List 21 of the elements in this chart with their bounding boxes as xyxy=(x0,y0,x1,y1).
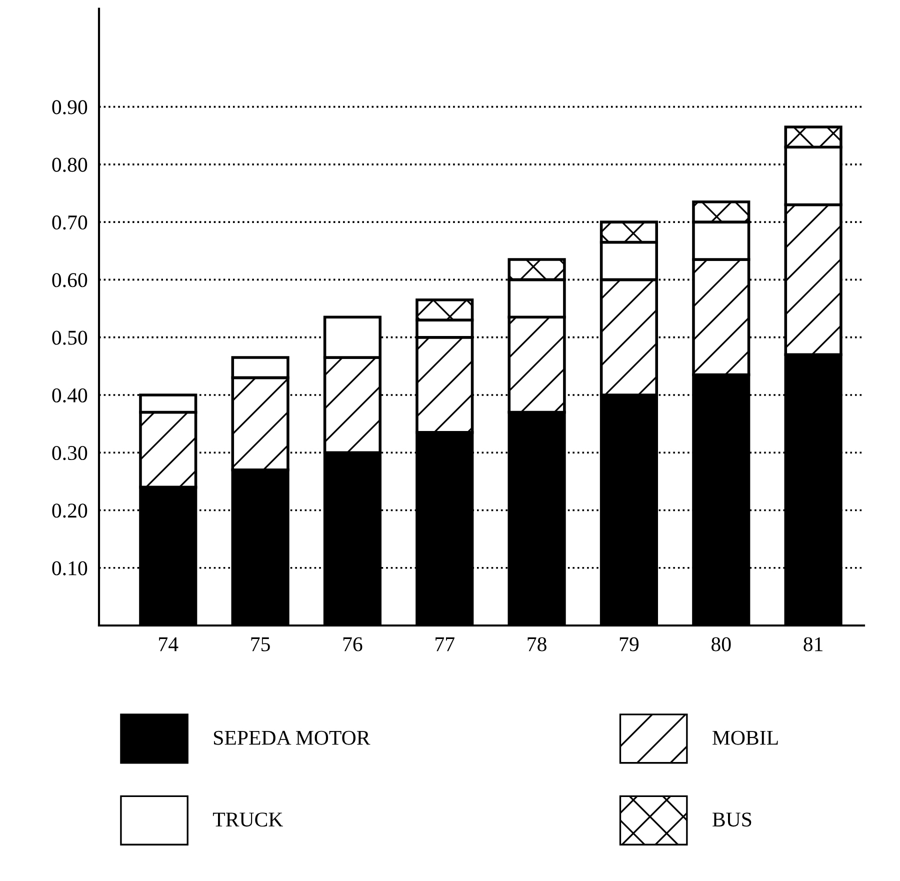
x-tick-label: 74 xyxy=(159,637,178,652)
x-tick-label: 79 xyxy=(620,637,639,652)
y-tick-label: 0.70 xyxy=(52,215,88,230)
x-tick-label: 77 xyxy=(436,637,454,652)
y-tick-label: 0.60 xyxy=(52,273,88,288)
legend-label: BUS xyxy=(712,812,752,827)
x-tick-label: 81 xyxy=(804,637,822,652)
y-tick-label: 0.20 xyxy=(52,504,88,518)
x-tick-label: 78 xyxy=(528,637,546,652)
y-tick-label: 0.90 xyxy=(52,100,88,114)
x-tick-label: 75 xyxy=(251,637,270,652)
y-tick-label: 0.30 xyxy=(52,446,88,460)
legend-label: TRUCK xyxy=(212,812,284,827)
legend-label: SEPEDA MOTOR xyxy=(214,730,370,745)
x-tick-label: 76 xyxy=(343,637,362,652)
legend-label: MOBIL xyxy=(712,730,778,745)
x-tick-label: 80 xyxy=(712,637,731,652)
y-tick-label: 0.80 xyxy=(52,158,88,172)
y-tick-label: 0.50 xyxy=(52,330,88,345)
y-tick-label: 0.40 xyxy=(52,388,88,402)
y-tick-label: 0.10 xyxy=(52,561,88,576)
